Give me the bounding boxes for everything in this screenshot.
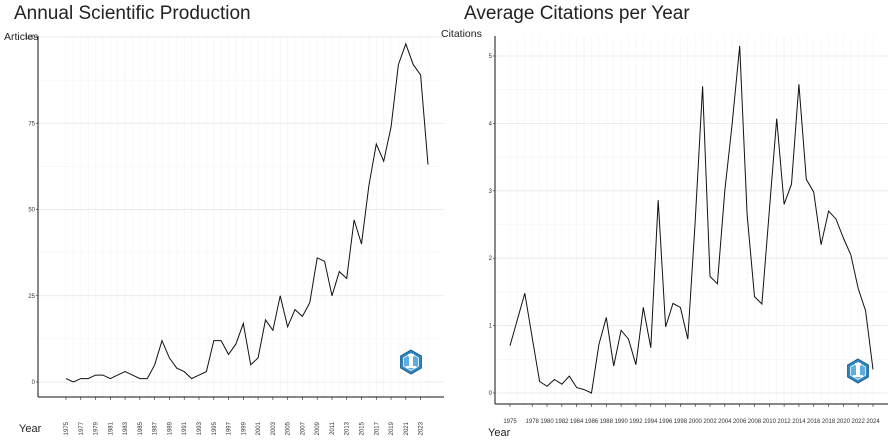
annual-production-x-ticks: 1975 1977 1979 1981 1983 1985 1987 1989 1991 1993… <box>64 397 425 435</box>
x-tick-label: 2011 <box>330 421 336 435</box>
x-tick-label: 2003 <box>271 421 277 435</box>
x-tick-label: 1996 <box>659 419 673 425</box>
bibliometrix-logo <box>400 349 422 375</box>
annual-production-grid <box>38 36 444 397</box>
x-tick-label: 2008 <box>748 419 762 425</box>
average-citations-series <box>509 45 874 394</box>
x-tick-label: 2016 <box>807 419 821 425</box>
x-tick-label: 1979 <box>94 421 100 435</box>
x-tick-label: 2015 <box>360 421 366 435</box>
x-tick-label: 2009 <box>315 421 321 435</box>
x-tick-label: 1975 <box>64 421 70 435</box>
x-tick-label: 1994 <box>644 419 658 425</box>
x-tick-label: 1999 <box>241 421 247 435</box>
x-tick-label: 1984 <box>570 419 584 425</box>
series-line <box>65 42 429 383</box>
x-tick-label: 1991 <box>182 421 188 435</box>
average-citations-grid <box>495 36 888 404</box>
x-tick-label: 2013 <box>345 421 351 435</box>
annual-production-panel: Annual Scientific Production Articles Ye… <box>4 3 444 435</box>
x-tick-label: 1988 <box>600 419 614 425</box>
y-tick-label: 100 <box>25 35 36 41</box>
x-tick-label: 2002 <box>703 419 717 425</box>
x-tick-label: 1975 <box>503 419 517 425</box>
average-citations-x-ticks: 1975 1978 1980 1982 1984 1986 1988 1990 1992 1994… <box>503 404 880 425</box>
x-tick-label: 1989 <box>167 421 173 435</box>
x-tick-label: 1992 <box>629 419 643 425</box>
annual-production-title: Annual Scientific Production <box>14 3 251 24</box>
average-citations-panel: Average Citations per Year Citations Yea… <box>441 3 888 439</box>
x-tick-label: 2000 <box>689 419 703 425</box>
y-tick-label: 25 <box>28 294 35 300</box>
average-citations-axes <box>494 36 888 405</box>
y-tick-label: 0 <box>489 391 493 397</box>
logo-lighthouse-base <box>853 375 863 377</box>
logo-lighthouse-base <box>406 366 416 368</box>
annual-production-x-label: Year <box>19 423 42 435</box>
x-tick-label: 2018 <box>822 419 836 425</box>
x-tick-label: 1997 <box>227 421 233 435</box>
series-line <box>509 45 874 394</box>
logo-lighthouse-tower <box>856 365 860 376</box>
annual-production-series <box>65 42 429 383</box>
x-tick-label: 2023 <box>419 421 425 435</box>
x-tick-label: 1980 <box>540 419 554 425</box>
x-tick-label: 2014 <box>792 419 806 425</box>
x-tick-label: 2024 <box>866 419 880 425</box>
x-tick-label: 1995 <box>212 421 218 435</box>
y-tick-label: 75 <box>28 121 35 127</box>
x-tick-label: 2020 <box>837 419 851 425</box>
y-tick-label: 2 <box>489 256 493 262</box>
y-tick-label: 5 <box>489 54 493 60</box>
x-tick-label: 1993 <box>197 421 203 435</box>
x-tick-label: 1982 <box>555 419 569 425</box>
y-tick-label: 1 <box>489 324 493 330</box>
logo-lighthouse-lamp <box>408 354 414 357</box>
x-tick-label: 2007 <box>300 421 306 435</box>
average-citations-x-label: Year <box>488 427 511 439</box>
x-tick-label: 1981 <box>108 421 114 435</box>
x-tick-label: 1985 <box>138 421 144 435</box>
x-tick-label: 2019 <box>389 421 395 435</box>
x-tick-label: 2010 <box>763 419 777 425</box>
x-tick-label: 2012 <box>777 419 791 425</box>
average-citations-y-ticks: 0 1 2 3 4 5 <box>489 54 495 397</box>
x-tick-label: 2004 <box>718 419 732 425</box>
x-tick-label: 2006 <box>733 419 747 425</box>
y-tick-label: 50 <box>28 208 35 214</box>
x-tick-label: 1986 <box>585 419 599 425</box>
x-tick-label: 2017 <box>374 421 380 435</box>
average-citations-y-label: Citations <box>441 28 482 40</box>
x-tick-label: 1987 <box>153 421 159 435</box>
annual-production-axes <box>37 36 444 398</box>
annual-production-y-label: Articles <box>4 31 38 43</box>
x-tick-label: 1978 <box>526 419 540 425</box>
x-tick-label: 1998 <box>674 419 688 425</box>
x-tick-label: 2001 <box>256 421 262 435</box>
average-citations-title: Average Citations per Year <box>464 3 690 24</box>
x-tick-label: 1990 <box>614 419 628 425</box>
x-tick-label: 2005 <box>286 421 292 435</box>
bibliometrix-logo <box>847 358 869 384</box>
logo-lighthouse-lamp <box>855 363 861 366</box>
y-tick-label: 4 <box>489 121 493 127</box>
y-tick-label: 0 <box>32 380 36 386</box>
y-tick-label: 3 <box>489 189 493 195</box>
x-tick-label: 2022 <box>852 419 866 425</box>
x-tick-label: 2021 <box>404 421 410 435</box>
logo-lighthouse-tower <box>409 356 413 367</box>
x-tick-label: 1977 <box>79 421 85 435</box>
x-tick-label: 1983 <box>123 421 129 435</box>
annual-production-y-ticks: 0 25 50 75 100 <box>25 35 38 386</box>
